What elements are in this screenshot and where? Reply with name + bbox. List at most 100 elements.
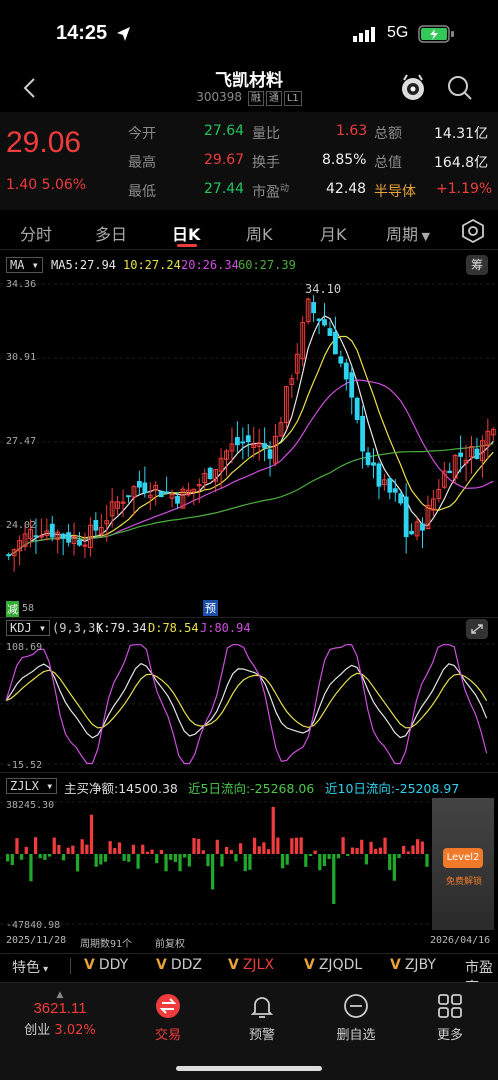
ma-selector[interactable]: MA ▾ bbox=[6, 257, 43, 273]
kdj-selector[interactable]: KDJ ▾ bbox=[6, 620, 51, 636]
flow-bar bbox=[420, 841, 424, 854]
candle-body bbox=[430, 498, 436, 511]
tab-monthly-k[interactable]: 月K bbox=[320, 225, 347, 244]
candle-body bbox=[22, 533, 28, 547]
tab-daily-k[interactable]: 日K bbox=[172, 225, 201, 244]
level2-promo[interactable]: Level2 免费解锁 bbox=[432, 798, 494, 930]
candle-body bbox=[354, 397, 360, 420]
candle-body bbox=[55, 531, 61, 540]
tool-zjlx[interactable]: V ZJLX bbox=[228, 957, 274, 973]
flow-bar bbox=[238, 843, 243, 854]
nav-more[interactable]: 更多 bbox=[410, 992, 490, 1043]
candle-body bbox=[44, 530, 50, 536]
candle-body bbox=[316, 318, 322, 321]
tab-weekly-k[interactable]: 周K bbox=[246, 225, 273, 244]
candle-body bbox=[147, 494, 153, 498]
zjlx-flow10: 近10日流向:-25208.97 bbox=[325, 781, 460, 796]
candle-body bbox=[6, 554, 12, 557]
chip-button[interactable]: 筹 bbox=[466, 255, 488, 275]
j-line bbox=[5, 644, 488, 765]
sector-link[interactable]: 半导体 bbox=[374, 184, 416, 200]
candle-body bbox=[185, 489, 191, 496]
flow-bar bbox=[299, 837, 303, 854]
flow-bar bbox=[266, 849, 271, 854]
zjlx-selector[interactable]: ZJLX ▾ bbox=[6, 778, 58, 794]
settings-hexagon-icon[interactable] bbox=[460, 218, 486, 244]
index-ticker[interactable]: ▲ 3621.11 创业 3.02% bbox=[0, 990, 120, 1038]
candle-body bbox=[452, 454, 458, 479]
tab-period[interactable]: 周期 ▼ bbox=[386, 225, 430, 244]
candle-body bbox=[245, 435, 251, 443]
location-arrow-icon bbox=[117, 27, 130, 41]
flow-bar bbox=[15, 838, 19, 854]
tool-zjqdl[interactable]: V ZJQDL bbox=[304, 957, 363, 973]
candle-body bbox=[98, 527, 104, 535]
amount-label: 总额 bbox=[374, 126, 402, 142]
candle-body bbox=[115, 501, 121, 509]
flow-bar bbox=[243, 854, 247, 872]
price-tick-1: 30.91 bbox=[6, 352, 37, 363]
candle-body bbox=[305, 298, 311, 323]
flow-bar bbox=[136, 854, 140, 869]
candle-body bbox=[262, 443, 268, 449]
flow-bar bbox=[313, 850, 317, 854]
candle-body bbox=[376, 463, 382, 487]
expand-icon[interactable] bbox=[466, 619, 488, 639]
zjlx-chart[interactable] bbox=[0, 798, 432, 930]
flow-bar bbox=[117, 842, 122, 854]
kdj-chart[interactable] bbox=[0, 640, 498, 770]
tab-multi-day[interactable]: 多日 bbox=[95, 225, 128, 244]
stock-name: 飞凯材料 bbox=[215, 71, 283, 91]
flow-bar bbox=[411, 845, 415, 854]
flow-bar bbox=[369, 841, 373, 854]
ma5-value: MA5:27.94 bbox=[51, 258, 117, 272]
candle-body bbox=[267, 449, 273, 459]
candle-body bbox=[11, 549, 17, 557]
nav-trade[interactable]: 交易 bbox=[128, 992, 208, 1043]
candle-body bbox=[82, 544, 88, 547]
feature-selector[interactable]: 特色 ▾ bbox=[12, 960, 49, 976]
candle-body bbox=[49, 523, 55, 538]
tool-ddz[interactable]: V DDZ bbox=[156, 957, 202, 973]
pe-value: 42.48 bbox=[326, 181, 367, 197]
reduce-marker[interactable]: 减 bbox=[6, 601, 19, 617]
flow-bar bbox=[206, 854, 210, 867]
candle-body bbox=[392, 488, 398, 493]
price-tick-0: 34.36 bbox=[6, 279, 37, 290]
flow-bar bbox=[234, 854, 238, 862]
flow-bar bbox=[406, 851, 410, 854]
flow-bar bbox=[229, 849, 233, 854]
search-icon[interactable] bbox=[446, 74, 474, 102]
assistant-icon[interactable] bbox=[398, 72, 428, 104]
tab-intraday[interactable]: 分时 bbox=[20, 225, 53, 244]
flow-bar bbox=[122, 854, 126, 861]
candle-body bbox=[77, 539, 82, 546]
candle-body bbox=[28, 529, 33, 540]
ma60-line bbox=[8, 443, 494, 557]
minus-circle-icon bbox=[344, 994, 368, 1018]
flow-bar bbox=[24, 846, 28, 854]
nav-alert[interactable]: 预警 bbox=[222, 992, 302, 1043]
end-date: 2026/04/16 bbox=[430, 935, 491, 946]
candle-body bbox=[207, 467, 213, 479]
start-date: 2025/11/28 bbox=[6, 935, 67, 946]
tool-zjby[interactable]: V ZJBY bbox=[390, 957, 436, 973]
flow-bar bbox=[113, 848, 117, 854]
kline-chart[interactable] bbox=[0, 276, 498, 616]
candle-body bbox=[469, 446, 474, 458]
quote-panel bbox=[0, 112, 498, 210]
tool-ddy[interactable]: V DDY bbox=[84, 957, 129, 973]
turnover-value: 8.85% bbox=[322, 152, 367, 168]
nav-remove-watchlist[interactable]: 删自选 bbox=[316, 992, 396, 1043]
flow-bar bbox=[355, 847, 359, 854]
flow-bar bbox=[71, 845, 75, 854]
peak-price-label: 34.10 bbox=[305, 282, 342, 296]
tag-margin: 融 bbox=[247, 91, 264, 106]
back-icon[interactable] bbox=[20, 76, 40, 100]
adjust-mode[interactable]: 前复权 bbox=[155, 939, 185, 950]
status-time: 14:25 bbox=[56, 22, 108, 44]
candle-body bbox=[131, 486, 137, 498]
flow-bar bbox=[290, 838, 294, 854]
flow-bar bbox=[215, 839, 219, 854]
forecast-marker[interactable]: 预 bbox=[203, 600, 218, 616]
